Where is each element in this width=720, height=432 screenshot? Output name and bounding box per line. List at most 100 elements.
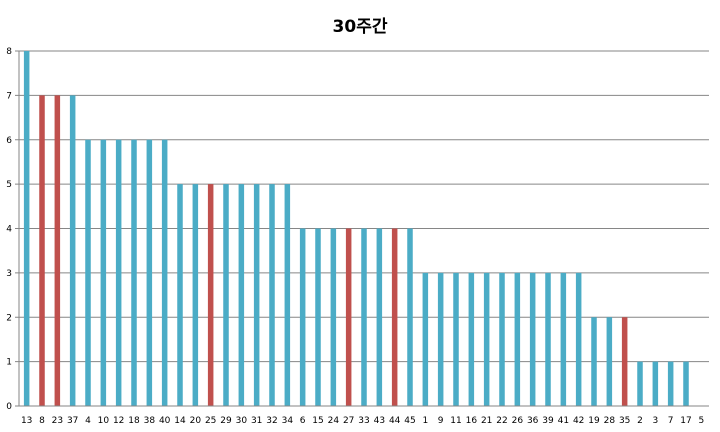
bar-34: [284, 184, 291, 406]
x-tick-label: 7: [668, 416, 674, 426]
bar-42: [575, 272, 582, 406]
x-tick-label: 30: [236, 416, 248, 426]
bar-24: [330, 228, 337, 406]
x-tick-label: 21: [481, 416, 492, 426]
x-tick-label: 1: [422, 416, 428, 426]
x-tick-label: 16: [466, 416, 478, 426]
bar-2: [637, 361, 643, 406]
bar-18: [131, 139, 137, 406]
axes: [18, 51, 709, 407]
bar-9: [437, 272, 444, 406]
x-tick-label: 19: [588, 416, 600, 426]
x-tick-label: 43: [374, 416, 385, 426]
x-tick-label: 20: [190, 416, 202, 426]
y-tick-label: 0: [6, 402, 12, 412]
bar-4: [85, 139, 91, 406]
bar-15: [315, 228, 321, 406]
x-tick-label: 14: [174, 416, 186, 426]
bar-26: [514, 272, 521, 406]
bar-1: [422, 272, 429, 406]
y-tick-label: 6: [6, 136, 12, 146]
x-tick-labels: 13 8 23 37 4 10 12 18 38 40 14 20 25 29 30 31 32 34 6 15 24 2…: [21, 416, 704, 426]
bar-12: [115, 139, 122, 406]
bars: [23, 51, 689, 406]
x-tick-label: 24: [328, 416, 340, 426]
y-tick-label: 7: [6, 91, 12, 101]
bar-13: [23, 51, 30, 406]
x-tick-label: 42: [573, 416, 584, 426]
bar-41: [560, 272, 567, 406]
x-tick-label: 45: [404, 416, 415, 426]
x-tick-label: 4: [85, 416, 91, 426]
x-tick-label: 23: [52, 416, 63, 426]
bar-27: [345, 228, 352, 406]
bar-31: [253, 184, 260, 406]
x-tick-label: 17: [680, 416, 691, 426]
bar-11: [453, 272, 459, 406]
x-tick-label: 38: [144, 416, 156, 426]
bar-39: [545, 272, 551, 406]
bar-32: [269, 184, 275, 406]
bar-38: [146, 139, 153, 406]
x-tick-label: 28: [604, 416, 616, 426]
x-tick-label: 33: [358, 416, 369, 426]
bar-22: [499, 272, 505, 406]
y-tick-labels: 0 1 2 3 4 5 6 7 8: [6, 47, 12, 412]
x-tick-label: 31: [251, 416, 262, 426]
bar-10: [100, 139, 107, 406]
y-tick-label: 3: [6, 269, 12, 279]
x-tick-label: 18: [128, 416, 140, 426]
x-tick-label: 3: [652, 416, 658, 426]
chart-title: 30주간: [332, 17, 388, 37]
bar-14: [177, 184, 183, 406]
y-tick-label: 4: [6, 225, 12, 235]
bar-25: [207, 184, 214, 406]
x-tick-label: 29: [220, 416, 232, 426]
bar-17: [683, 361, 689, 406]
bar-37: [69, 95, 76, 406]
x-tick-label: 25: [205, 416, 216, 426]
x-tick-label: 15: [312, 416, 323, 426]
bar-45: [407, 228, 413, 406]
bar-7: [667, 361, 674, 406]
x-tick-label: 27: [343, 416, 354, 426]
x-tick-label: 40: [159, 416, 171, 426]
y-tick-label: 2: [6, 313, 12, 323]
bar-44: [391, 228, 398, 406]
bar-40: [161, 139, 168, 406]
y-tick-label: 1: [6, 358, 12, 368]
x-tick-label: 35: [619, 416, 630, 426]
bar-3: [652, 361, 659, 406]
x-tick-label: 37: [67, 416, 78, 426]
x-tick-label: 12: [113, 416, 124, 426]
bar-28: [606, 317, 613, 406]
y-tick-label: 5: [6, 180, 12, 190]
x-tick-label: 39: [542, 416, 554, 426]
x-tick-label: 9: [438, 416, 444, 426]
x-tick-label: 13: [21, 416, 32, 426]
bar-23: [54, 95, 61, 406]
x-tick-label: 10: [98, 416, 110, 426]
x-tick-label: 5: [698, 416, 704, 426]
bar-16: [468, 272, 475, 406]
x-tick-label: 34: [282, 416, 294, 426]
x-tick-label: 36: [527, 416, 539, 426]
x-tick-label: 22: [496, 416, 507, 426]
bar-6: [299, 228, 306, 406]
bar-35: [621, 317, 628, 406]
x-tick-label: 26: [512, 416, 524, 426]
bar-33: [361, 228, 367, 406]
bar-8: [39, 95, 45, 406]
x-tick-label: 11: [450, 416, 461, 426]
bar-43: [376, 228, 383, 406]
x-tick-label: 41: [558, 416, 569, 426]
bar-29: [223, 184, 229, 406]
y-tick-label: 8: [6, 47, 12, 57]
x-tick-label: 32: [266, 416, 277, 426]
bar-21: [483, 272, 490, 406]
bar-30: [238, 184, 245, 406]
bar-36: [529, 272, 536, 406]
x-tick-label: 2: [637, 416, 643, 426]
bar-19: [591, 317, 597, 406]
